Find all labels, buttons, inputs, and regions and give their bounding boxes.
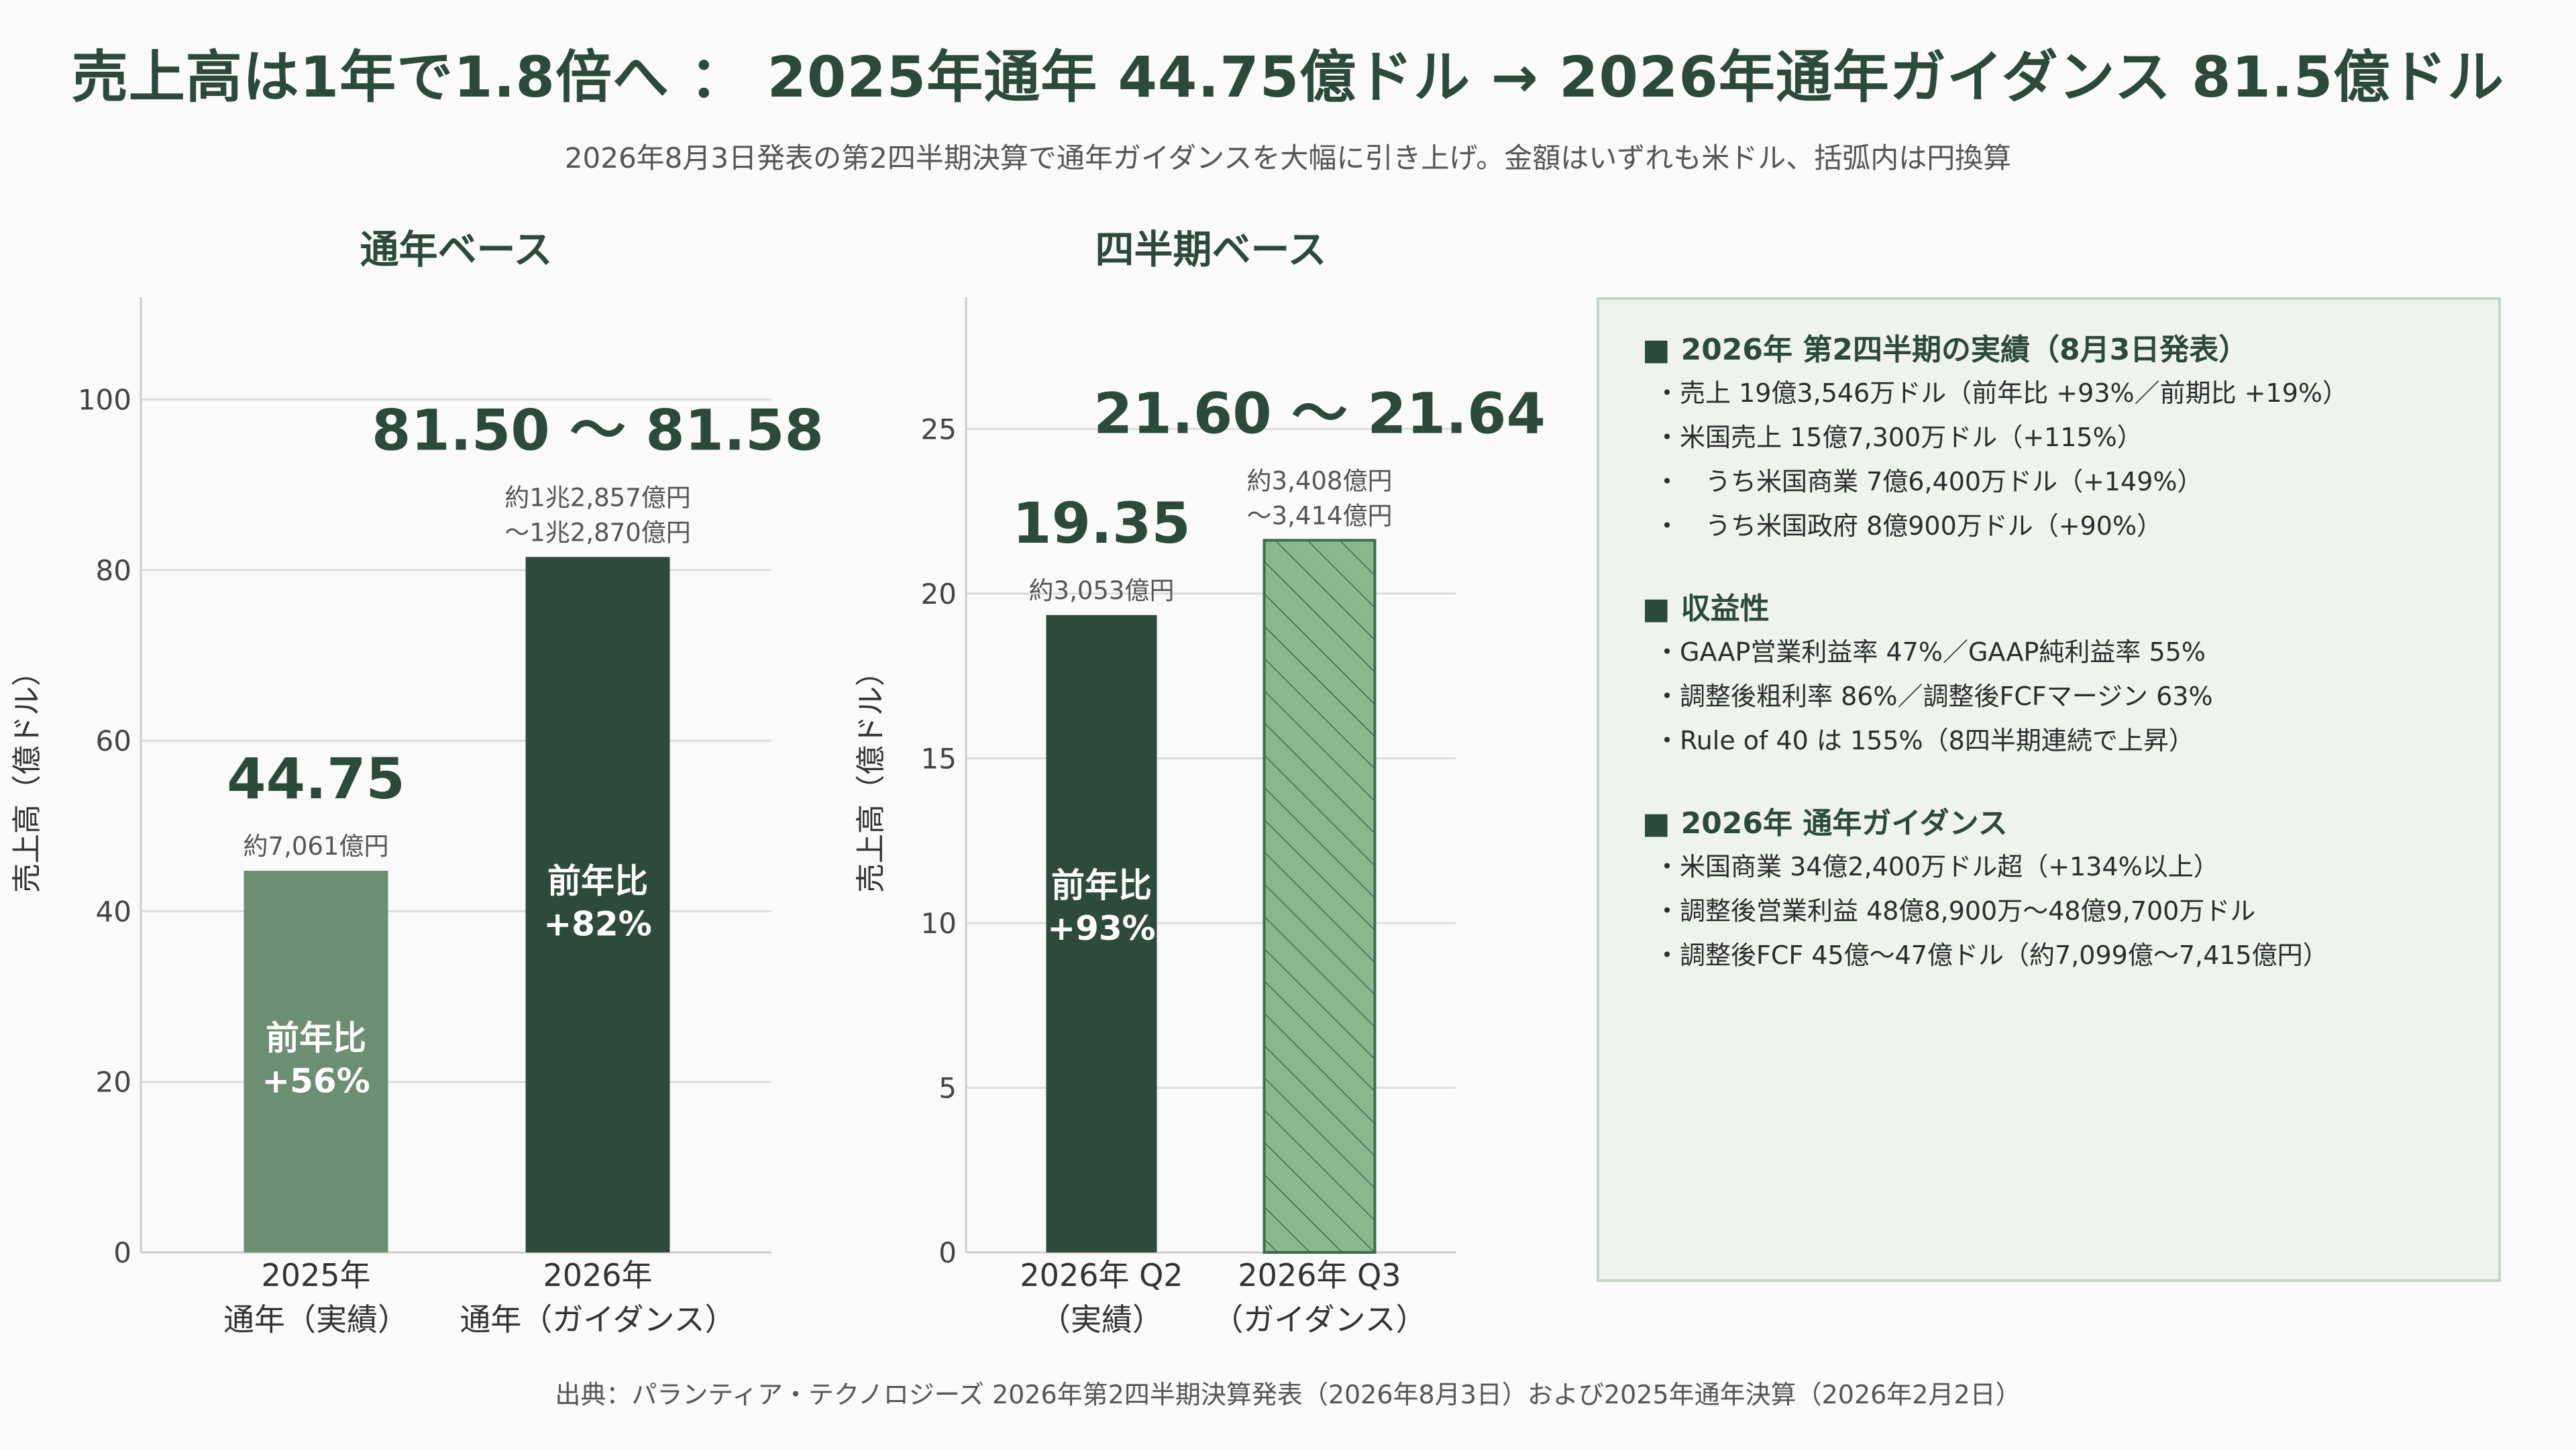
panel-section-heading: ■ 収益性 xyxy=(1642,588,2455,630)
y-tick-label: 20 xyxy=(921,578,957,610)
bar xyxy=(1046,614,1157,1252)
bar xyxy=(244,871,388,1252)
y-tick-label: 20 xyxy=(96,1066,131,1099)
data-label: 44.75 xyxy=(227,746,405,812)
summary-panel: ■ 2026年 第2四半期の実績（8月3日発表） ・売上 19億3,546万ドル（前… xyxy=(1597,297,2501,1282)
y-tick-label: 60 xyxy=(96,724,131,757)
inner-label: 前年比 xyxy=(266,1019,366,1058)
x-tick-label: （実績） xyxy=(1040,1301,1163,1338)
inner-label: 前年比 xyxy=(547,862,648,901)
y-tick-label: 0 xyxy=(938,1236,957,1269)
yen-label: 約3,408億円 xyxy=(1247,466,1393,495)
x-tick-label: 2026年 Q3 xyxy=(1238,1257,1401,1293)
panel-item: ・米国売上 15億7,300万ドル（+115%） xyxy=(1654,423,2143,452)
chart-title: 通年ベース xyxy=(360,227,552,272)
panel-item: ・売上 19億3,546万ドル（前年比 +93%／前期比 +19%） xyxy=(1654,378,2348,408)
y-tick-label: 25 xyxy=(921,413,957,445)
data-label: 19.35 xyxy=(1012,490,1191,556)
y-tick-label: 80 xyxy=(96,554,131,587)
panel-section: ■ 2026年 第2四半期の実績（8月3日発表） ・売上 19億3,546万ドル（前… xyxy=(1642,329,2455,548)
panel-item: ・ うち米国商業 7億6,400万ドル（+149%） xyxy=(1654,467,2203,496)
yen-label: ～3,414億円 xyxy=(1247,501,1393,530)
y-tick-label: 15 xyxy=(921,742,957,775)
panel-section: ■ 2026年 通年ガイダンス・米国商業 34億2,400万ドル超（+134%以上… xyxy=(1642,803,2455,977)
page-title: 売上高は1年で1.8倍へ ： 2025年通年 44.75億ドル → 2026年通… xyxy=(71,44,2505,110)
data-label: 21.60 ～ 21.64 xyxy=(1093,380,1546,446)
yen-label: 約7,061億円 xyxy=(244,832,389,861)
panel-item: ・米国商業 34億2,400万ドル超（+134%以上） xyxy=(1654,852,2219,881)
yen-label: 約3,053億円 xyxy=(1029,576,1175,605)
inner-label: +56% xyxy=(262,1062,370,1101)
bar xyxy=(1263,539,1377,1254)
x-tick-label: 2026年 xyxy=(543,1257,652,1293)
inner-label: +82% xyxy=(543,905,652,944)
panel-heading-text: 収益性 xyxy=(1680,592,1770,626)
panel-section-heading: ■ 2026年 第2四半期の実績（8月3日発表） xyxy=(1642,329,2455,371)
panel-heading-text: 2026年 第2四半期の実績（8月3日発表） xyxy=(1680,333,2249,367)
panel-item: ・Rule of 40 は 155%（8四半期連続で上昇） xyxy=(1654,726,2194,755)
y-axis-label: 売上高（億ドル） xyxy=(854,657,888,893)
square-bullet-icon: ■ xyxy=(1642,806,1670,841)
panel-item: ・GAAP営業利益率 47%／GAAP純利益率 55% xyxy=(1654,637,2206,667)
panel-item: ・調整後営業利益 48億8,900万～48億9,700万ドル xyxy=(1654,896,2256,926)
bar xyxy=(525,557,670,1253)
square-bullet-icon: ■ xyxy=(1642,333,1670,367)
data-label: 81.50 ～ 81.58 xyxy=(372,397,824,463)
inner-label: 前年比 xyxy=(1051,866,1152,905)
chart-title: 四半期ベース xyxy=(1095,227,1326,272)
panel-item: ・ うち米国政府 8億900万ドル（+90%） xyxy=(1654,511,2163,541)
source-note: 出典：パランティア・テクノロジーズ 2026年第2四半期決算発表（2026年8月… xyxy=(555,1380,2021,1409)
panel-section: ■ 収益性・GAAP営業利益率 47%／GAAP純利益率 55% ・調整後粗利率 8… xyxy=(1642,588,2455,763)
x-tick-label: 通年（実績） xyxy=(223,1301,409,1338)
x-tick-label: 2026年 Q2 xyxy=(1020,1257,1183,1293)
y-axis-label: 売上高（億ドル） xyxy=(10,657,44,893)
panel-section-heading: ■ 2026年 通年ガイダンス xyxy=(1642,803,2455,845)
y-tick-label: 100 xyxy=(78,384,131,417)
y-tick-label: 0 xyxy=(113,1236,131,1269)
yen-label: 約1兆2,857億円 xyxy=(504,483,690,512)
yen-label: ～1兆2,870億円 xyxy=(504,518,690,547)
panel-item: ・調整後FCF 45億～47億ドル（約7,099億～7,415億円） xyxy=(1654,941,2328,970)
y-tick-label: 5 xyxy=(938,1071,957,1104)
square-bullet-icon: ■ xyxy=(1642,592,1670,626)
panel-heading-text: 2026年 通年ガイダンス xyxy=(1680,806,2008,841)
x-tick-label: 通年（ガイダンス） xyxy=(460,1301,735,1338)
x-tick-label: 2025年 xyxy=(261,1257,370,1293)
panel-item: ・調整後粗利率 86%／調整後FCFマージン 63% xyxy=(1654,682,2213,711)
x-tick-label: （ガイダンス） xyxy=(1212,1301,1426,1338)
inner-label: +93% xyxy=(1047,909,1156,948)
page-subtitle: 2026年8月3日発表の第2四半期決算で通年ガイダンスを大幅に引き上げ。金額はい… xyxy=(564,142,2012,174)
y-tick-label: 10 xyxy=(921,907,957,940)
y-tick-label: 40 xyxy=(96,895,131,928)
